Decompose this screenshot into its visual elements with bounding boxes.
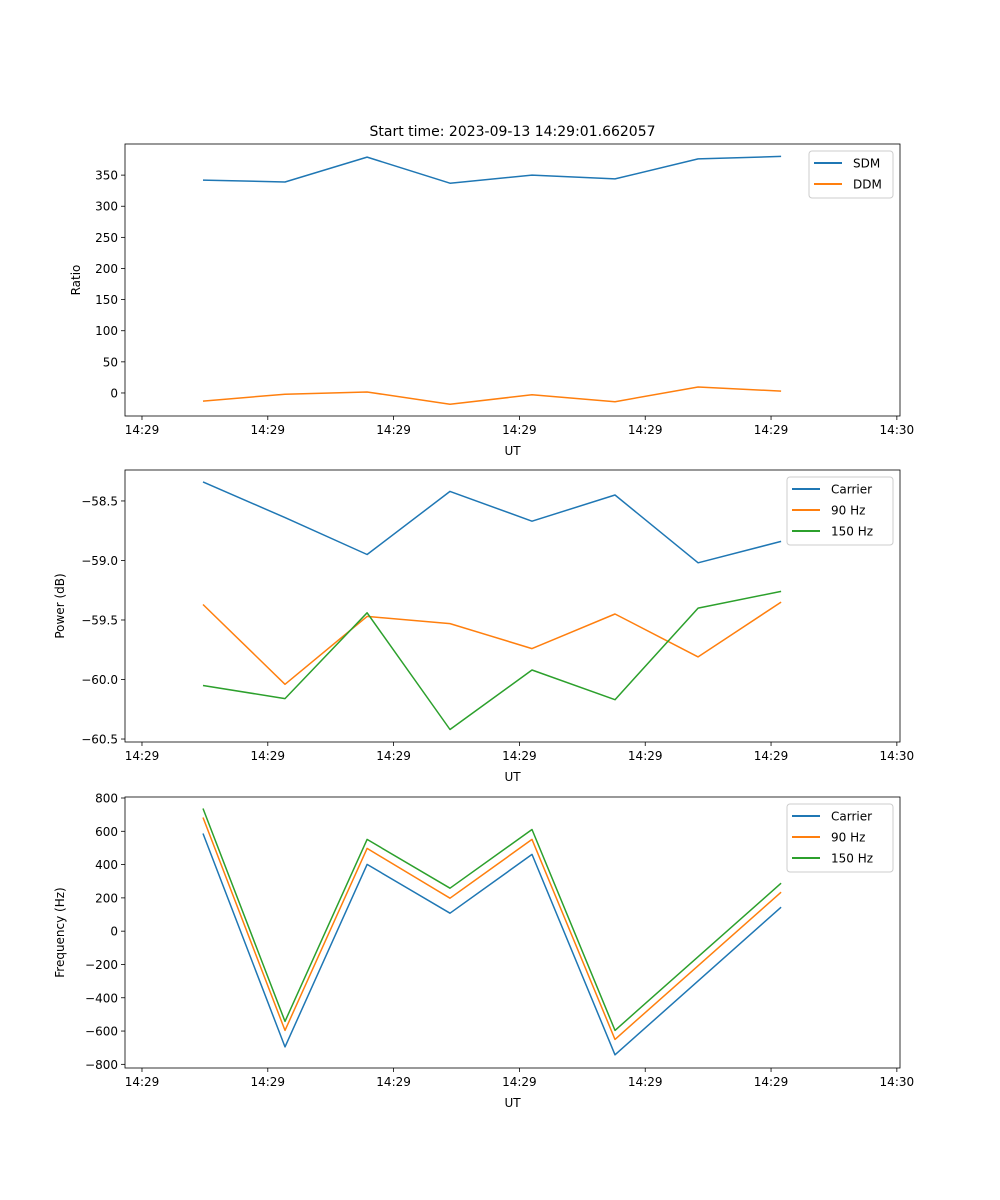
y-tick-label: −59.0 (81, 554, 118, 568)
x-tick-label: 14:30 (880, 423, 915, 437)
legend-box (786, 803, 894, 873)
y-tick-label: −200 (85, 958, 118, 972)
axes-frame (124, 143, 901, 417)
x-tick-label: 14:29 (628, 749, 663, 763)
y-tick-label: 100 (95, 324, 118, 338)
x-tick-label: 14:29 (125, 1075, 160, 1089)
subplot-1: 14:29 14:29 14:29 14:29 14:29 14:29 14:30 0 50 10… (69, 124, 914, 458)
series-line-150-hz (202, 590, 782, 731)
series-line-150-hz (202, 808, 782, 1032)
series-line-sdm (202, 155, 782, 184)
chart-title: Start time: 2023-09-13 14:29:01.662057 (369, 124, 655, 140)
y-tick-label: 600 (95, 825, 118, 839)
y-axis-label: Ratio (69, 265, 83, 296)
y-tick-label: 150 (95, 293, 118, 307)
x-tick-label: 14:30 (880, 1075, 915, 1089)
x-tick-label: 14:29 (502, 749, 537, 763)
legend-label: 90 Hz (831, 504, 865, 518)
legend-label: DDM (853, 178, 882, 192)
y-axis-label: Power (dB) (53, 573, 67, 638)
x-tick-label: 14:29 (376, 423, 411, 437)
x-tick-label: 14:29 (754, 749, 789, 763)
x-tick-label: 14:29 (125, 749, 160, 763)
x-tick-label: 14:29 (250, 1075, 285, 1089)
legend-label: Carrier (831, 810, 872, 824)
y-tick-label: −58.5 (81, 494, 118, 508)
legend-label: Carrier (831, 483, 872, 497)
x-axis-label: UT (504, 1096, 521, 1110)
subplot-2: 14:29 14:29 14:29 14:29 14:29 14:29 14:30 −60.5… (53, 469, 915, 784)
y-tick-label: −600 (85, 1025, 118, 1039)
x-axis-label: UT (504, 444, 521, 458)
legend: Carrier 90 Hz 150 Hz (786, 476, 894, 546)
x-tick-label: 14:29 (250, 749, 285, 763)
series-line-carrier (202, 481, 782, 564)
x-tick-label: 14:30 (880, 749, 915, 763)
x-tick-label: 14:29 (628, 1075, 663, 1089)
y-tick-label: −60.5 (81, 733, 118, 747)
y-tick-label: −60.0 (81, 673, 118, 687)
x-tick-label: 14:29 (628, 423, 663, 437)
x-tick-label: 14:29 (125, 423, 160, 437)
y-tick-label: 300 (95, 200, 118, 214)
y-tick-label: 0 (110, 386, 118, 400)
series-line-carrier (202, 833, 782, 1056)
legend: SDM DDM (808, 150, 894, 199)
legend-label: 90 Hz (831, 831, 865, 845)
y-tick-label: 0 (110, 925, 118, 939)
x-tick-label: 14:29 (376, 1075, 411, 1089)
y-tick-label: 400 (95, 858, 118, 872)
series-line-ddm (202, 386, 782, 405)
x-tick-label: 14:29 (376, 749, 411, 763)
y-tick-label: 250 (95, 231, 118, 245)
legend-box (786, 476, 894, 546)
legend-label: 150 Hz (831, 525, 873, 539)
y-tick-label: 200 (95, 891, 118, 905)
y-tick-label: 200 (95, 262, 118, 276)
y-axis-label: Frequency (Hz) (53, 887, 67, 978)
series-line-90-hz (202, 601, 782, 686)
x-axis-label: UT (504, 770, 521, 784)
legend: Carrier 90 Hz 150 Hz (786, 803, 894, 873)
legend-label: 150 Hz (831, 852, 873, 866)
y-tick-label: 50 (103, 355, 118, 369)
y-tick-label: 800 (95, 791, 118, 805)
subplot-3: 14:29 14:29 14:29 14:29 14:29 14:29 14:30 −800 −… (53, 791, 914, 1110)
legend-label: SDM (853, 157, 880, 171)
y-tick-label: 350 (95, 169, 118, 183)
x-tick-label: 14:29 (754, 423, 789, 437)
axes-frame (124, 796, 901, 1069)
y-tick-label: −59.5 (81, 613, 118, 627)
y-tick-label: −400 (85, 991, 118, 1005)
series-line-90-hz (202, 817, 782, 1041)
x-tick-label: 14:29 (754, 1075, 789, 1089)
x-tick-label: 14:29 (250, 423, 285, 437)
y-tick-label: −800 (85, 1058, 118, 1072)
axes-frame (124, 469, 901, 743)
x-tick-label: 14:29 (502, 423, 537, 437)
x-tick-label: 14:29 (502, 1075, 537, 1089)
